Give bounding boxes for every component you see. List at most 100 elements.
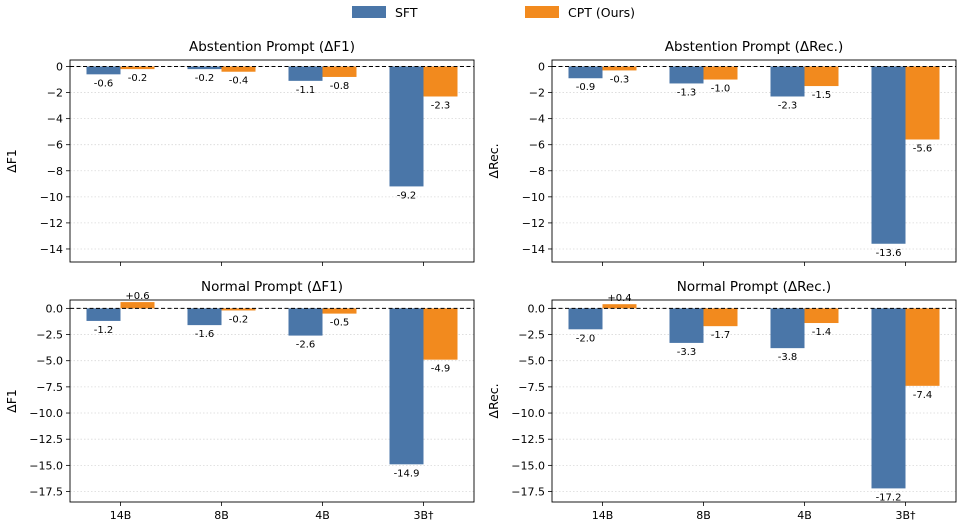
y-tick-label: −14 bbox=[522, 243, 545, 256]
bar-value-label: -2.3 bbox=[431, 100, 451, 111]
bar-value-label: -0.9 bbox=[576, 82, 596, 93]
y-tick-label: −6 bbox=[47, 139, 63, 152]
legend-item-sft: SFT bbox=[352, 5, 418, 20]
chart-panel-2: Abstention Prompt (ΔRec.) ΔRec. 0 −2 −4 −6 −8 −… bbox=[486, 39, 957, 266]
bar-cpt-8B bbox=[221, 66, 256, 72]
y-tick-label: −10 bbox=[522, 191, 545, 204]
bar-cpt-14B bbox=[602, 304, 637, 309]
bar-value-label: +0.6 bbox=[125, 291, 149, 302]
y-tick-label: −7.5 bbox=[36, 381, 63, 394]
bar-value-label: -0.3 bbox=[610, 74, 630, 85]
y-axis-label: ΔRec. bbox=[486, 383, 501, 418]
y-tick-label: 0 bbox=[538, 61, 545, 74]
bar-value-label: -3.3 bbox=[677, 347, 697, 358]
bar-value-label: -14.9 bbox=[394, 468, 420, 479]
bar-cpt-8B bbox=[703, 308, 738, 327]
bar-cpt-4B bbox=[804, 308, 839, 324]
legend-swatch bbox=[352, 6, 386, 18]
y-tick-label: −12.5 bbox=[29, 433, 63, 446]
y-tick-label: −4 bbox=[47, 113, 63, 126]
panel-title: Abstention Prompt (ΔF1) bbox=[189, 39, 355, 55]
bar-value-label: -1.5 bbox=[812, 90, 832, 101]
bar-value-label: -0.8 bbox=[330, 81, 350, 92]
bar-cpt-3B† bbox=[905, 308, 940, 386]
y-tick-label: −17.5 bbox=[511, 486, 545, 499]
bar-value-label: -0.5 bbox=[330, 318, 350, 329]
y-tick-label: −8 bbox=[47, 165, 63, 178]
bar-sft-3B† bbox=[389, 66, 424, 187]
bar-sft-4B bbox=[288, 66, 323, 81]
y-tick-label: −2 bbox=[529, 87, 545, 100]
legend-label: SFT bbox=[395, 5, 418, 20]
bar-sft-3B† bbox=[871, 66, 906, 244]
bar-sft-4B bbox=[288, 308, 323, 336]
bar-value-label: -1.3 bbox=[677, 87, 697, 98]
y-tick-label: −15.0 bbox=[29, 459, 63, 472]
x-tick-label: 8B bbox=[214, 509, 229, 522]
y-axis-label: ΔF1 bbox=[4, 389, 19, 413]
bar-cpt-3B† bbox=[905, 66, 940, 140]
panel-title: Abstention Prompt (ΔRec.) bbox=[665, 39, 843, 55]
x-tick-label: 4B bbox=[797, 509, 812, 522]
bar-value-label: -4.9 bbox=[431, 364, 451, 375]
bar-sft-4B bbox=[770, 66, 805, 97]
y-tick-label: −5.0 bbox=[518, 355, 545, 368]
bar-value-label: -0.2 bbox=[229, 314, 249, 325]
bar-value-label: -0.2 bbox=[195, 73, 215, 84]
y-tick-label: 0 bbox=[56, 61, 63, 74]
x-tick-label: 3B† bbox=[895, 509, 916, 522]
legend-swatch bbox=[525, 6, 559, 18]
y-tick-label: −10.0 bbox=[511, 407, 545, 420]
bar-sft-8B bbox=[669, 66, 704, 84]
bar-cpt-3B† bbox=[423, 66, 458, 97]
bar-cpt-14B bbox=[120, 302, 155, 309]
y-tick-label: −6 bbox=[529, 139, 545, 152]
y-tick-label: −15.0 bbox=[511, 459, 545, 472]
y-axis-label: ΔF1 bbox=[4, 149, 19, 173]
bar-value-label: -1.7 bbox=[711, 330, 731, 341]
bar-value-label: -13.6 bbox=[876, 248, 902, 259]
y-tick-label: −2.5 bbox=[36, 329, 63, 342]
bar-sft-14B bbox=[86, 66, 121, 75]
bar-value-label: -1.6 bbox=[195, 329, 215, 340]
bar-value-label: -0.6 bbox=[94, 78, 114, 89]
y-tick-label: −14 bbox=[40, 243, 63, 256]
legend: SFT CPT (Ours) bbox=[352, 5, 635, 20]
bar-value-label: -7.4 bbox=[913, 390, 933, 401]
bar-value-label: -1.2 bbox=[94, 325, 114, 336]
bar-cpt-14B bbox=[120, 66, 155, 70]
legend-label: CPT (Ours) bbox=[568, 5, 635, 20]
bar-value-label: -0.4 bbox=[229, 76, 249, 87]
y-tick-label: −17.5 bbox=[29, 486, 63, 499]
y-tick-label: −12.5 bbox=[511, 433, 545, 446]
x-tick-label: 4B bbox=[315, 509, 330, 522]
bar-value-label: +0.4 bbox=[607, 293, 631, 304]
chart-panels: Abstention Prompt (ΔF1) ΔF1 0 −2 −4 −6 −8 −10 −1… bbox=[4, 39, 957, 522]
y-tick-label: −2.5 bbox=[518, 329, 545, 342]
bar-value-label: -1.1 bbox=[296, 85, 316, 96]
panel-title: Normal Prompt (ΔF1) bbox=[201, 279, 343, 295]
bar-value-label: -0.2 bbox=[128, 73, 148, 84]
bar-value-label: -9.2 bbox=[397, 190, 417, 201]
bar-cpt-8B bbox=[703, 66, 738, 80]
bar-value-label: -2.3 bbox=[778, 100, 798, 111]
bar-cpt-3B† bbox=[423, 308, 458, 360]
bar-value-label: -3.8 bbox=[778, 352, 798, 363]
chart-panel-1: Abstention Prompt (ΔF1) ΔF1 0 −2 −4 −6 −8 −10 −1… bbox=[4, 39, 475, 266]
bar-value-label: -2.6 bbox=[296, 340, 316, 351]
axes-frame bbox=[551, 59, 957, 263]
bar-sft-14B bbox=[86, 308, 121, 321]
y-tick-label: −4 bbox=[529, 113, 545, 126]
bar-sft-3B† bbox=[871, 308, 906, 489]
bar-sft-8B bbox=[187, 66, 222, 70]
y-tick-label: −2 bbox=[47, 87, 63, 100]
panel-title: Normal Prompt (ΔRec.) bbox=[677, 279, 831, 295]
bar-value-label: -2.0 bbox=[576, 333, 596, 344]
y-axis-label: ΔRec. bbox=[486, 143, 501, 178]
x-tick-label: 8B bbox=[696, 509, 711, 522]
bar-cpt-8B bbox=[221, 308, 256, 311]
bar-cpt-4B bbox=[322, 66, 357, 77]
x-tick-label: 14B bbox=[592, 509, 614, 522]
bar-value-label: -17.2 bbox=[876, 492, 902, 503]
